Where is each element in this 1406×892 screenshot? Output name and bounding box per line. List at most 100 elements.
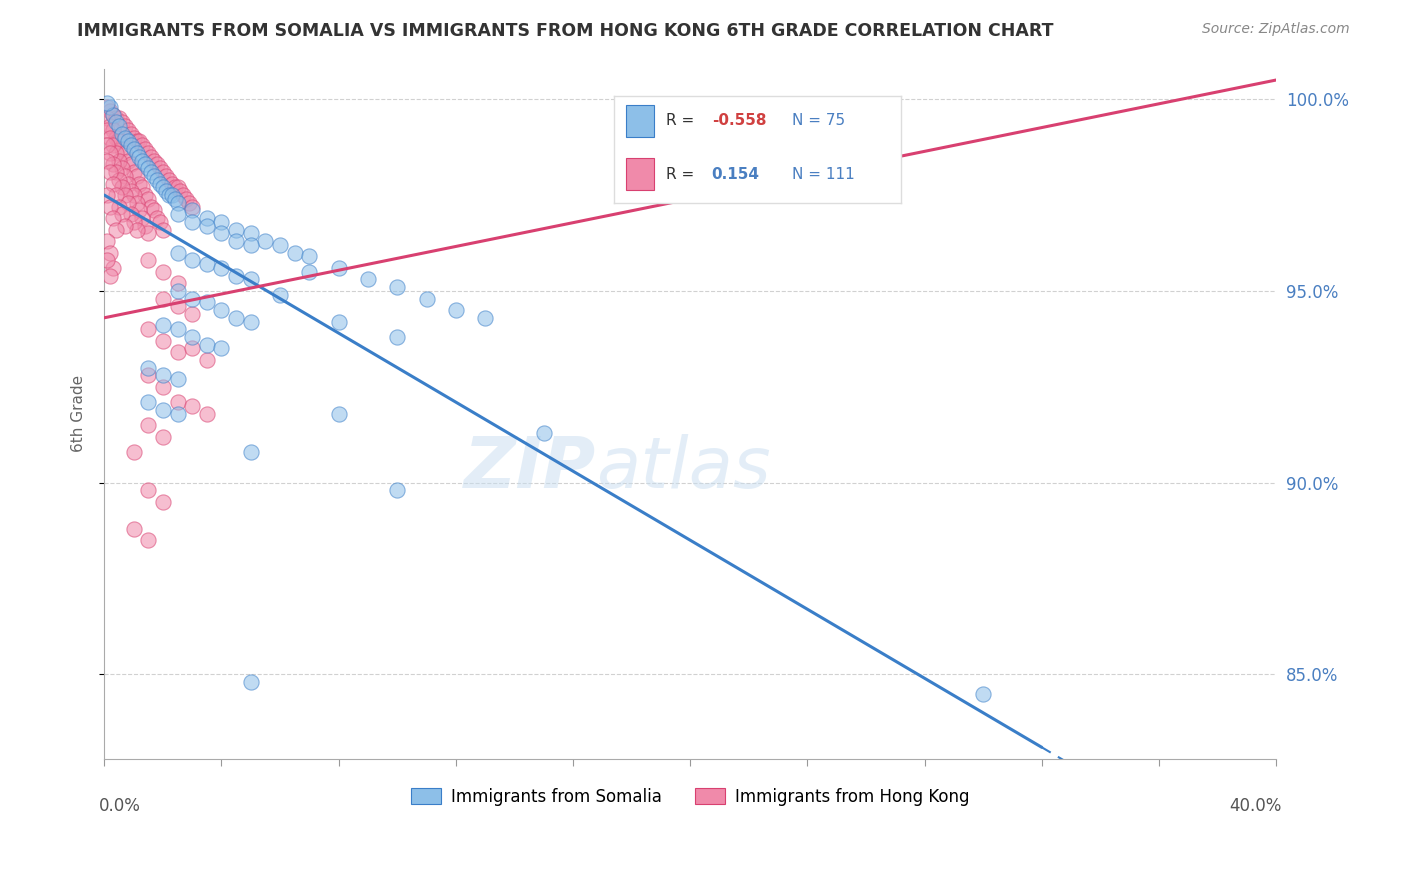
Point <box>166 372 188 386</box>
Text: Source: ZipAtlas.com: Source: ZipAtlas.com <box>1202 22 1350 37</box>
Point <box>108 119 131 133</box>
Point <box>136 253 159 268</box>
Point <box>387 330 409 344</box>
Point <box>122 215 145 229</box>
Point <box>111 142 134 156</box>
Point <box>117 195 139 210</box>
Point <box>157 188 180 202</box>
Point <box>136 227 159 241</box>
Point <box>239 315 262 329</box>
Point <box>166 345 188 359</box>
Point <box>166 245 188 260</box>
Point <box>101 107 124 121</box>
Point <box>134 188 156 202</box>
Text: atlas: atlas <box>596 434 770 503</box>
Point <box>181 330 204 344</box>
Point <box>141 200 163 214</box>
Point <box>105 222 128 236</box>
Point <box>239 227 262 241</box>
Point <box>108 153 131 168</box>
Point <box>155 184 177 198</box>
Point <box>149 161 172 176</box>
Point <box>98 103 121 118</box>
Point <box>105 115 128 129</box>
Point <box>211 215 233 229</box>
Point <box>98 100 121 114</box>
Point <box>117 134 139 148</box>
Point <box>146 157 169 171</box>
Point <box>298 249 321 263</box>
Point <box>98 268 121 283</box>
Point <box>225 310 247 325</box>
Point <box>136 483 159 498</box>
Point <box>152 334 174 348</box>
Point <box>195 257 218 271</box>
Point <box>136 322 159 336</box>
Point <box>166 395 188 409</box>
Point <box>120 127 142 141</box>
Point <box>105 165 128 179</box>
Point <box>117 123 139 137</box>
Point <box>101 138 124 153</box>
Point <box>101 157 124 171</box>
Point <box>152 402 174 417</box>
Point <box>105 130 128 145</box>
Point <box>143 153 166 168</box>
Point <box>239 238 262 252</box>
Point <box>152 318 174 333</box>
Point <box>169 184 191 198</box>
Point <box>166 277 188 291</box>
Point <box>195 407 218 421</box>
Point <box>298 265 321 279</box>
Point <box>533 425 555 440</box>
Point <box>101 177 124 191</box>
Point <box>122 188 145 202</box>
Point <box>269 287 291 301</box>
Point <box>120 138 142 153</box>
Point <box>131 211 153 225</box>
Point <box>105 112 128 126</box>
Point <box>149 215 172 229</box>
Point <box>114 130 136 145</box>
Point <box>108 200 131 214</box>
Point <box>122 522 145 536</box>
Point <box>972 687 994 701</box>
Point <box>195 295 218 310</box>
Point <box>134 157 156 171</box>
Point <box>125 222 148 236</box>
Point <box>128 134 150 148</box>
Point <box>125 145 148 160</box>
Point <box>128 150 150 164</box>
Point <box>122 142 145 156</box>
Point <box>98 119 121 133</box>
Point <box>211 227 233 241</box>
Point <box>176 192 198 206</box>
Point <box>160 177 183 191</box>
Point <box>105 145 128 160</box>
Point <box>152 292 174 306</box>
Point <box>120 184 142 198</box>
Point <box>152 430 174 444</box>
Point <box>114 219 136 233</box>
Point <box>114 188 136 202</box>
Point <box>328 260 350 275</box>
Point <box>474 310 496 325</box>
Point <box>166 180 188 194</box>
Point <box>181 307 204 321</box>
Point <box>136 161 159 176</box>
Point <box>166 195 188 210</box>
Point <box>136 395 159 409</box>
Point <box>225 222 247 236</box>
Point <box>181 215 204 229</box>
Point <box>195 353 218 368</box>
Point <box>117 177 139 191</box>
Point <box>152 265 174 279</box>
Point <box>136 418 159 433</box>
Point <box>181 200 204 214</box>
Point <box>269 238 291 252</box>
Point <box>134 219 156 233</box>
Point <box>114 145 136 160</box>
Point <box>166 407 188 421</box>
Point <box>128 177 150 191</box>
Point <box>111 127 134 141</box>
